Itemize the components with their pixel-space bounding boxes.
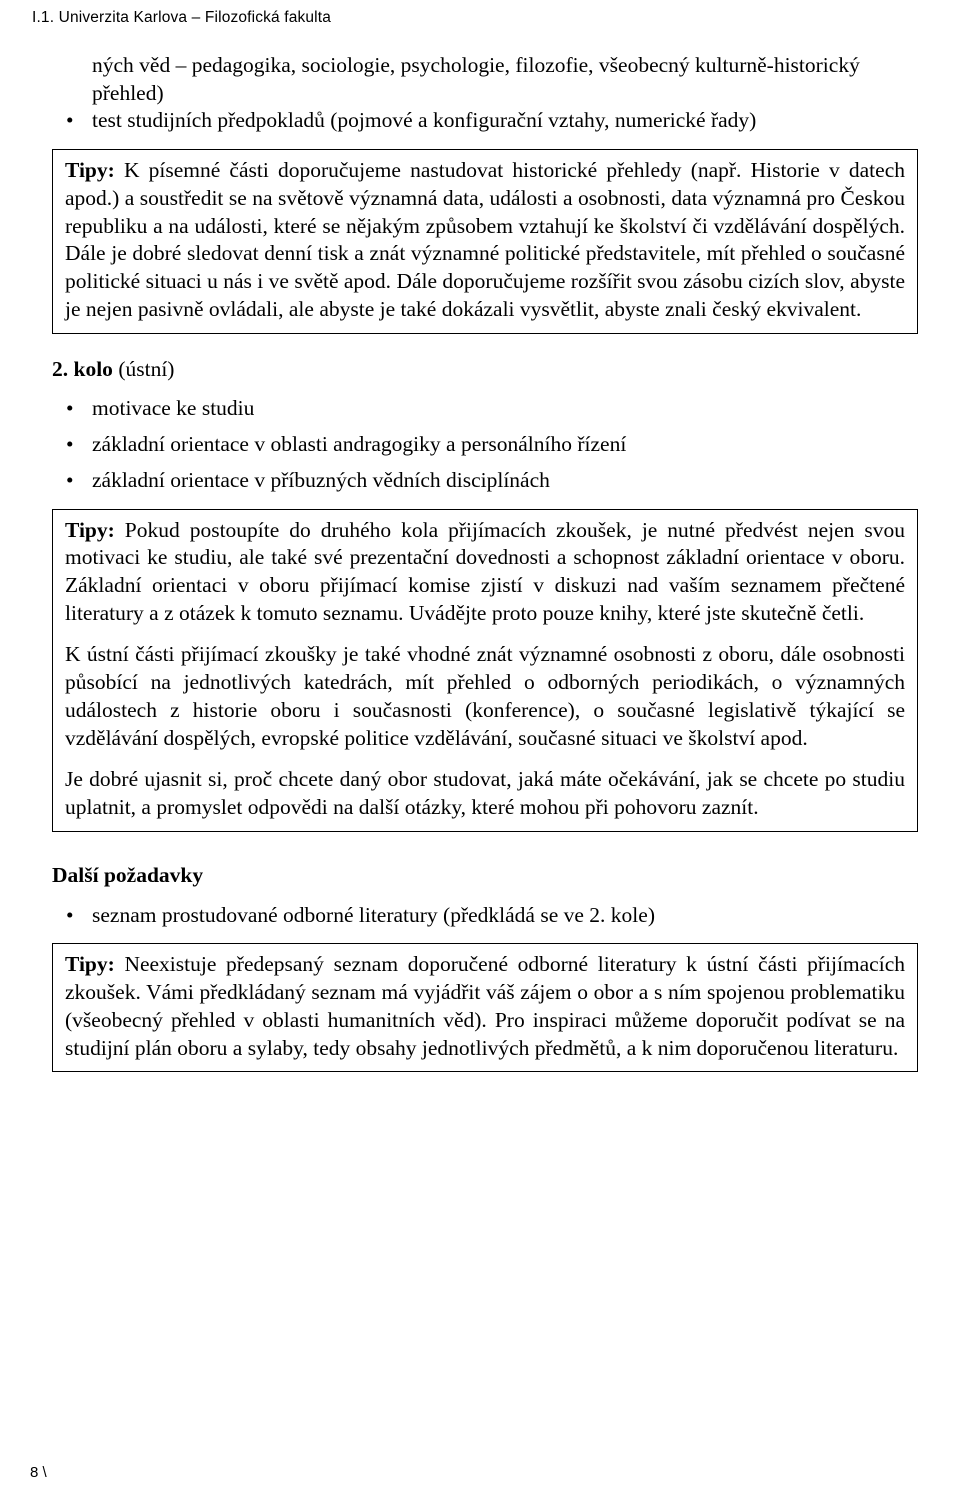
- list-item: test studijních předpokladů (pojmové a k…: [52, 107, 918, 135]
- tip-box-3: Tipy: Neexistuje předepsaný seznam dopor…: [52, 943, 918, 1072]
- tip-text: Neexistuje předepsaný seznam doporučené …: [65, 952, 905, 1059]
- page: I.1. Univerzita Karlova – Filozofická fa…: [0, 0, 960, 1512]
- round-2-heading: 2. kolo (ústní): [52, 356, 918, 384]
- intro-continuation-text: ných věd – pedagogika, sociologie, psych…: [92, 52, 918, 107]
- page-content: ných věd – pedagogika, sociologie, psych…: [52, 52, 918, 1072]
- intro-bullet-list: test studijních předpokladů (pojmové a k…: [52, 107, 918, 135]
- round-2-list: motivace ke studiu základní orientace v …: [52, 395, 918, 494]
- list-item: základní orientace v oblasti andragogiky…: [52, 431, 918, 459]
- further-requirements-list: seznam prostudované odborné literatury (…: [52, 902, 918, 930]
- list-item: základní orientace v příbuzných vědních …: [52, 467, 918, 495]
- tip-box-paragraph: K ústní části přijímací zkoušky je také …: [65, 641, 905, 752]
- tip-label: Tipy:: [65, 518, 115, 542]
- tip-text: K písemné části doporučujeme nastudovat …: [65, 158, 905, 321]
- list-item: motivace ke studiu: [52, 395, 918, 423]
- intro-continuation-block: ných věd – pedagogika, sociologie, psych…: [92, 52, 918, 107]
- further-requirements-heading: Další požadavky: [52, 862, 918, 890]
- tip-box-paragraph: Tipy: Pokud postoupíte do druhého kola p…: [65, 517, 905, 628]
- page-number: 8 \: [30, 1463, 47, 1482]
- tip-box-paragraph: Tipy: K písemné části doporučujeme nastu…: [65, 157, 905, 323]
- tip-text: Pokud postoupíte do druhého kola přijíma…: [65, 518, 905, 625]
- tip-box-1: Tipy: K písemné části doporučujeme nastu…: [52, 149, 918, 333]
- list-item: seznam prostudované odborné literatury (…: [52, 902, 918, 930]
- tip-label: Tipy:: [65, 952, 115, 976]
- round-2-rest: (ústní): [113, 357, 175, 381]
- round-2-bold: 2. kolo: [52, 357, 113, 381]
- tip-label: Tipy:: [65, 158, 115, 182]
- tip-box-2: Tipy: Pokud postoupíte do druhého kola p…: [52, 509, 918, 832]
- tip-box-paragraph: Je dobré ujasnit si, proč chcete daný ob…: [65, 766, 905, 821]
- running-header: I.1. Univerzita Karlova – Filozofická fa…: [32, 8, 918, 28]
- tip-box-paragraph: Tipy: Neexistuje předepsaný seznam dopor…: [65, 951, 905, 1062]
